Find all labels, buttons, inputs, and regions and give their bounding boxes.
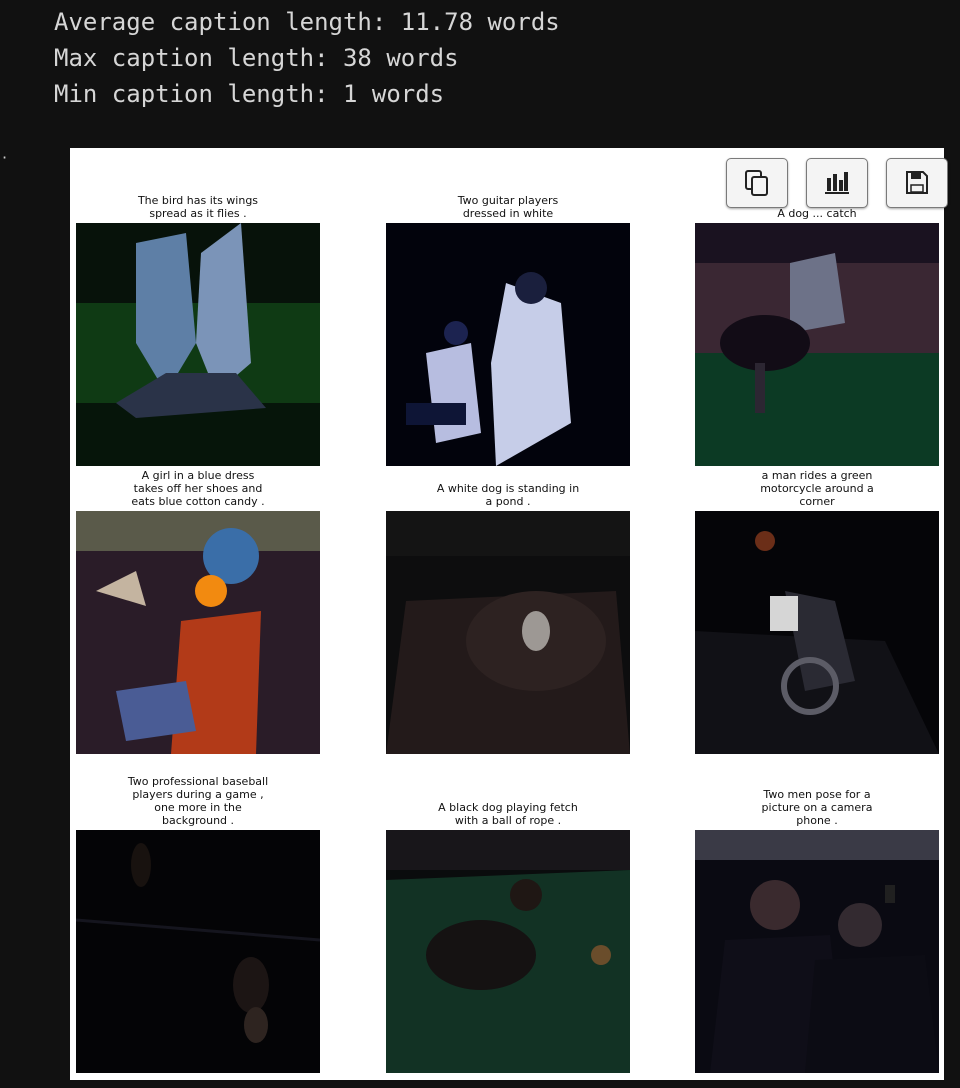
image-black-dog-fetch (386, 830, 630, 1073)
save-button[interactable] (886, 158, 948, 208)
grid-cell-2: Two guitar players dressed in white (386, 148, 630, 466)
copy-icon (745, 170, 768, 196)
grid-cell-3: A dog ... catch (695, 148, 939, 466)
image-bird (76, 223, 320, 466)
grid-cell-9: Two men pose for a picture on a camera p… (695, 755, 939, 1073)
image-two-men-camera (695, 830, 939, 1073)
grid-cell-8: A black dog playing fetch with a ball of… (386, 755, 630, 1073)
floppy-disk-icon (906, 171, 928, 194)
image-motorcycle-corner (695, 511, 939, 754)
bar-chart-icon (825, 172, 849, 194)
chart-button[interactable] (806, 158, 868, 208)
image-grid-figure: The bird has its wings spread as it flie… (70, 148, 944, 1080)
image-caption: A dog ... catch (777, 207, 857, 220)
grid-cell-4: A girl in a blue dress takes off her sho… (76, 436, 320, 754)
copy-button[interactable] (726, 158, 788, 208)
average-caption-length: Average caption length: 11.78 words (54, 8, 560, 36)
grid-cell-1: The bird has its wings spread as it flie… (76, 148, 320, 466)
image-caption: Two guitar players dressed in white (457, 194, 559, 220)
image-caption: Two professional baseball players during… (127, 775, 269, 827)
caption-stats-output: Average caption length: 11.78 words Max … (54, 4, 560, 112)
image-white-dog-pond (386, 511, 630, 754)
grid-cell-6: a man rides a green motorcycle around a … (695, 436, 939, 754)
image-caption: The bird has its wings spread as it flie… (137, 194, 259, 220)
grid-cell-5: A white dog is standing in a pond . (386, 436, 630, 754)
max-caption-length: Max caption length: 38 words (54, 44, 459, 72)
grid-cell-7: Two professional baseball players during… (76, 755, 320, 1073)
output-prompt-marker: · (2, 148, 8, 167)
image-dog-catch (695, 223, 939, 466)
image-caption: A black dog playing fetch with a ball of… (438, 801, 578, 827)
image-caption: A girl in a blue dress takes off her sho… (131, 469, 265, 508)
min-caption-length: Min caption length: 1 words (54, 80, 445, 108)
image-caption: a man rides a green motorcycle around a … (760, 469, 874, 508)
image-caption: Two men pose for a picture on a camera p… (761, 788, 873, 827)
image-girl-cotton-candy (76, 511, 320, 754)
image-guitar-players (386, 223, 630, 466)
image-caption: A white dog is standing in a pond . (436, 482, 580, 508)
image-baseball-players (76, 830, 320, 1073)
